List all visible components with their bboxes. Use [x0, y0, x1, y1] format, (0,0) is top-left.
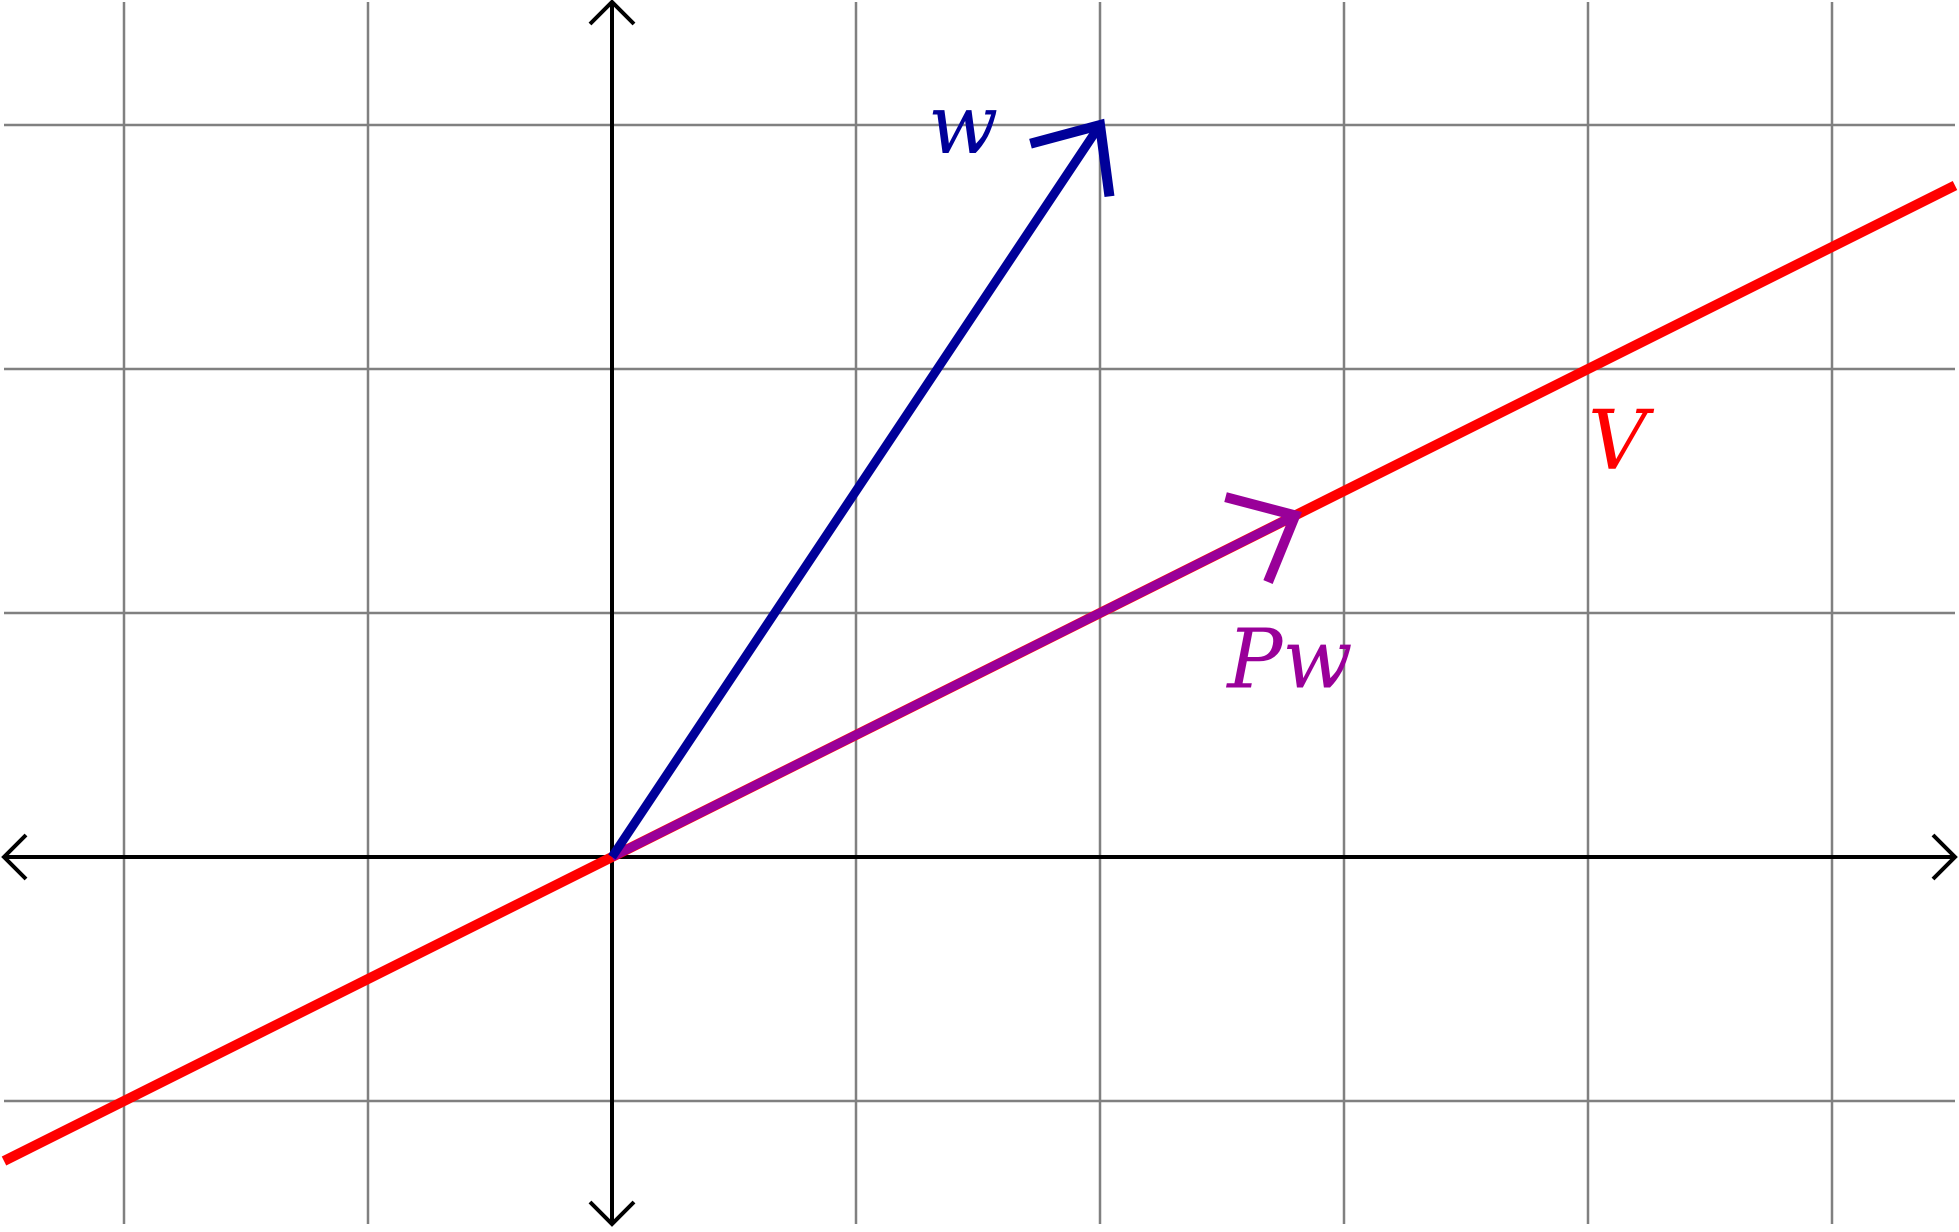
vector-pw [609, 492, 1302, 862]
vector-w-shaft [608, 122, 1104, 860]
vector-pw-shaft [609, 511, 1298, 862]
label-v: V [1588, 394, 1655, 489]
vector-w-arrowhead [1029, 118, 1115, 198]
vector-w [608, 118, 1115, 860]
y-axis-bottom-arrowhead [588, 1200, 636, 1227]
y-axis-top-arrowhead [588, 0, 636, 26]
grid [4, 2, 1955, 1224]
label-w: w [928, 78, 998, 173]
x-axis-left-arrowhead [1, 833, 28, 881]
x-axis-right-arrowhead [1931, 833, 1958, 881]
label-pw: Pw [1225, 612, 1352, 707]
vector-pw-arrowhead [1224, 492, 1302, 584]
